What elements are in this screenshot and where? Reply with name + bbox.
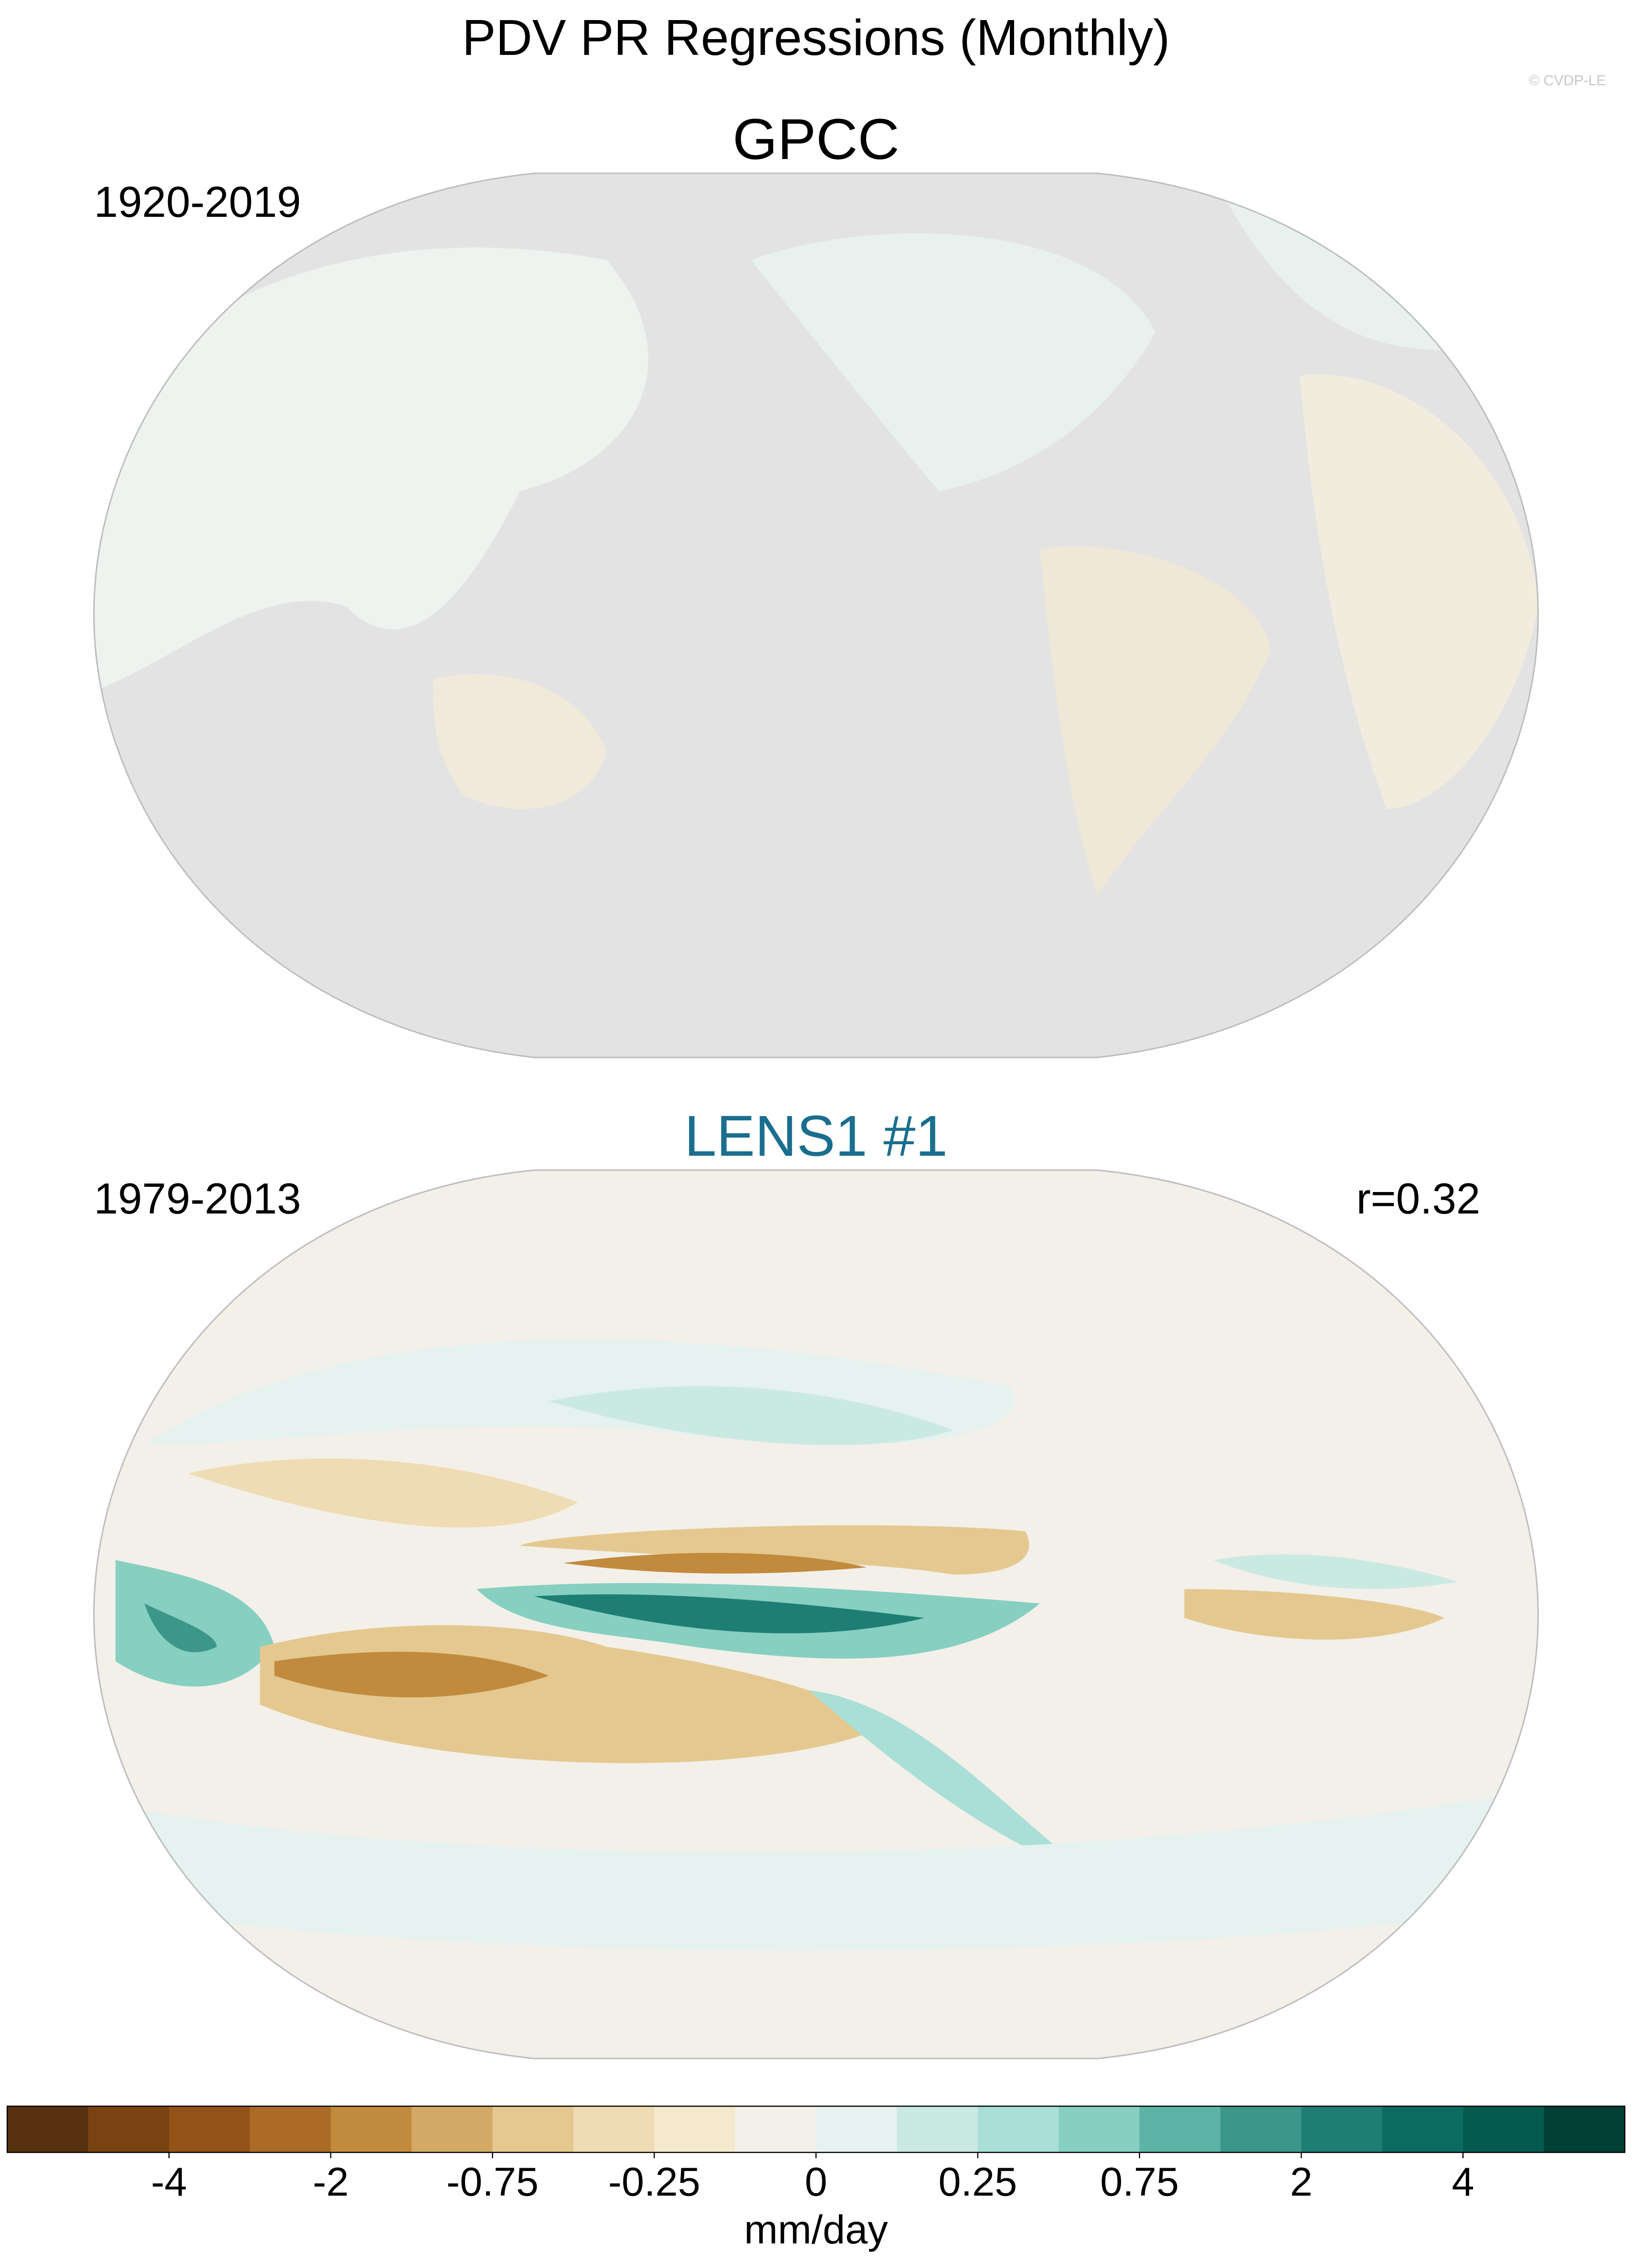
colorbar-bin [1139,2106,1221,2152]
panel-title: LENS1 #1 [684,1103,948,1168]
colorbar-bin [735,2106,816,2152]
colorbar-bin [1382,2106,1464,2152]
field-region [1184,1589,1444,1640]
panel-period: 1979-2013 [94,1175,301,1223]
colorbar-bin [573,2106,655,2152]
colorbar-bin [816,2106,898,2152]
colorbar-bin [897,2106,978,2152]
colorbar-bin [654,2106,736,2152]
field-region [549,1386,954,1446]
colorbar-tick-label: -0.75 [446,2159,539,2204]
panel-correlation: r=0.32 [1356,1175,1481,1223]
field-region [808,1690,1098,1878]
colorbar-tick-label: 0 [805,2159,827,2204]
map-border [93,172,1539,1058]
colorbar-bin [169,2106,251,2152]
field-region [188,1458,578,1528]
field-region [144,1603,217,1652]
colorbar-bin [1220,2106,1302,2152]
figure-title: PDV PR Regressions (Monthly) [462,10,1170,66]
colorbar-tick-label: -4 [151,2159,187,2204]
colorbar-tick-label: 0.75 [1100,2159,1179,2204]
colorbar-bin [330,2106,412,2152]
field-region [115,1791,1531,1950]
colorbar-bin [88,2106,170,2152]
land-field [94,247,648,693]
land-field [1039,546,1271,896]
field-region [1213,1554,1459,1589]
map-top [94,173,1538,1058]
field-region [519,1525,1029,1575]
field-region [534,1594,924,1633]
colorbar-tick-label: -0.25 [608,2159,700,2204]
panel-title: GPCC [732,106,900,171]
colorbar-unit: mm/day [744,2207,888,2252]
colorbar-bin [492,2106,574,2152]
antarctica [375,953,1300,1058]
colorbar-bin [7,2106,89,2152]
land-field [751,233,1155,491]
colorbar-bin [412,2106,493,2152]
colorbar-bin [250,2106,331,2152]
colorbar-bin [1544,2106,1625,2152]
colorbar-tick-label: -2 [313,2159,349,2204]
colorbar-bin [1059,2106,1140,2152]
field-region [274,1651,549,1698]
colorbar-bin [1301,2106,1383,2152]
credit: © CVDP-LE [1529,73,1606,89]
field-region [115,1560,275,1687]
land-field [433,674,607,809]
colorbar-tick-label: 2 [1290,2159,1313,2204]
map-border [93,1169,1539,2059]
colorbar-bin [977,2106,1060,2152]
colorbar-tick-label: 0.25 [938,2159,1017,2204]
colorbar-tick-label: 4 [1452,2159,1474,2204]
field-region [563,1553,867,1574]
land-field [1300,374,1538,809]
panel-period: 1920-2019 [94,178,301,226]
colorbar: -4 -2 -0.75 -0.25 0 0.25 0.75 2 4 [6,2105,1626,2204]
map-bottom [94,1170,1538,2059]
colorbar-bin [1463,2106,1545,2152]
